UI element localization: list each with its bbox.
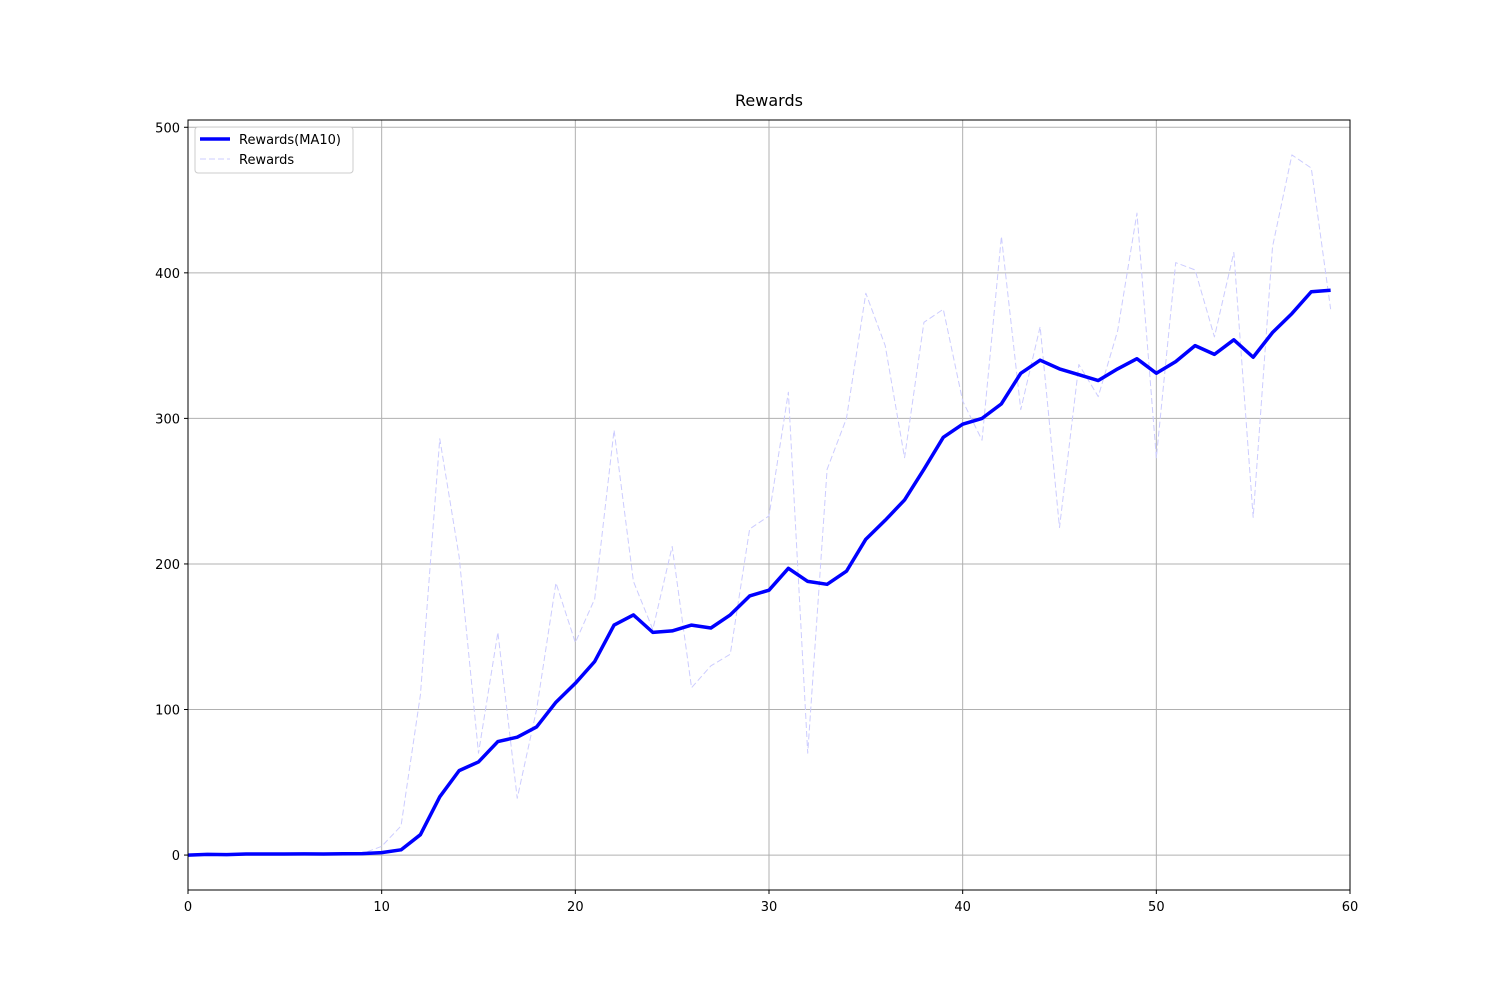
x-tick-label: 20 — [567, 900, 584, 915]
y-tick-label: 500 — [155, 121, 180, 136]
y-tick-label: 300 — [155, 412, 180, 427]
line-series — [187, 154, 1332, 856]
x-tick-label: 50 — [1148, 900, 1165, 915]
x-tick-label: 30 — [761, 900, 778, 915]
y-tick-label: 200 — [155, 558, 180, 573]
y-tick-label: 0 — [172, 849, 180, 864]
line-series — [187, 288, 1331, 857]
legend-label: Rewards — [239, 153, 294, 168]
x-tick-label: 40 — [954, 900, 971, 915]
x-tick-label: 60 — [1342, 900, 1359, 915]
legend-label: Rewards(MA10) — [239, 133, 341, 148]
y-tick-label: 100 — [155, 704, 180, 719]
y-tick-label: 400 — [155, 267, 180, 282]
chart-title: Rewards — [735, 91, 803, 110]
x-tick-label: 0 — [184, 900, 192, 915]
plot-frame — [187, 119, 1351, 891]
legend-box — [194, 126, 354, 174]
x-tick-label: 10 — [373, 900, 390, 915]
